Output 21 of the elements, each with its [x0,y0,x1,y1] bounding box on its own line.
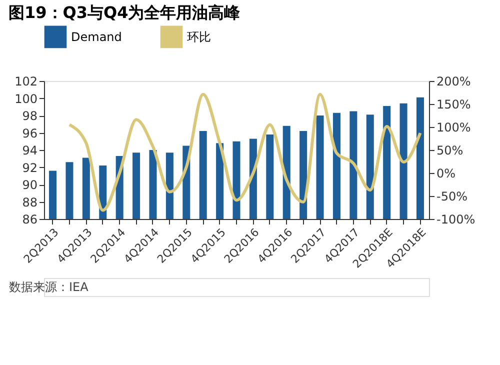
y-tick-label: 90 [22,178,38,192]
y2-tick-label: 150% [436,98,471,112]
legend-label: 环比 [187,30,211,44]
y-tick-label: 92 [22,160,38,175]
y-tick-label: 94 [22,144,38,158]
y2-tick-label: -100% [436,212,476,226]
chart-title: 图19：Q3与Q4为全年用油高峰 [8,3,242,22]
source-note: 数据来源：IEA [9,280,90,294]
y-tick-label: 88 [22,195,38,210]
y-tick-label: 98 [22,109,38,123]
line-series [68,92,422,212]
y2-tick-label: -50% [436,190,468,204]
y2-tick-label: 100% [436,120,471,134]
y2-tick-label: 0% [436,166,456,180]
y-tick-label: 96 [22,126,38,140]
y-tick-label: 102 [14,74,38,88]
y-tick-label: 100 [14,92,38,106]
y2-tick-label: 50% [436,144,464,158]
legend-label: Demand [71,30,122,44]
y-tick-label: 86 [22,212,38,226]
y2-tick-label: 200% [436,74,471,88]
